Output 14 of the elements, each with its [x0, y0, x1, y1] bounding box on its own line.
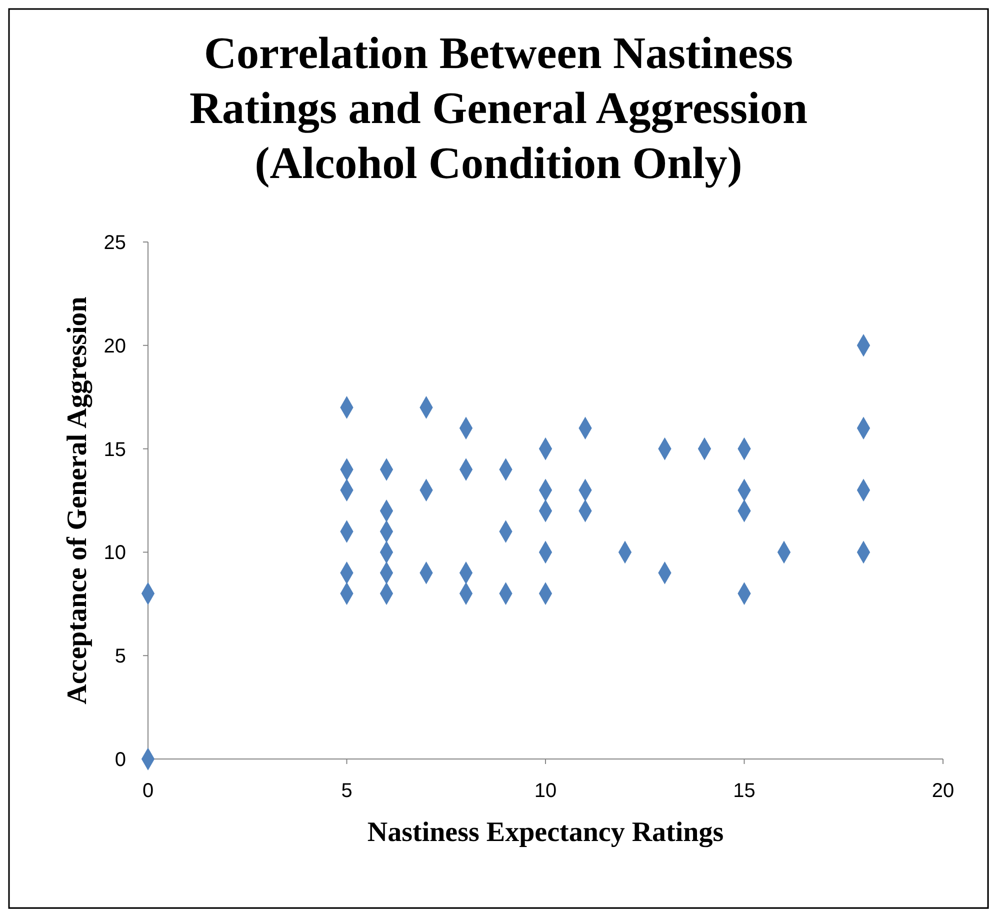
x-tick-label: 15 — [733, 780, 756, 802]
y-tick-label: 20 — [104, 335, 126, 358]
y-tick-label: 10 — [104, 542, 126, 564]
y-tick-label: 15 — [104, 438, 126, 461]
y-tick-label: 0 — [114, 749, 126, 771]
x-axis-title: Nastiness Expectancy Ratings — [367, 817, 724, 848]
x-tick-label: 20 — [932, 780, 954, 802]
x-tick-label: 0 — [142, 780, 154, 802]
x-tick-label: 10 — [534, 780, 557, 802]
x-tick-label: 5 — [341, 780, 352, 802]
chart-title: Correlation Between Nastiness Ratings and General Aggression (Alcohol Condition Only) — [190, 28, 808, 188]
y-tick-label: 5 — [114, 646, 126, 668]
y-tick-label: 25 — [104, 232, 126, 254]
y-axis-title: Acceptance of General Aggression — [62, 296, 93, 704]
